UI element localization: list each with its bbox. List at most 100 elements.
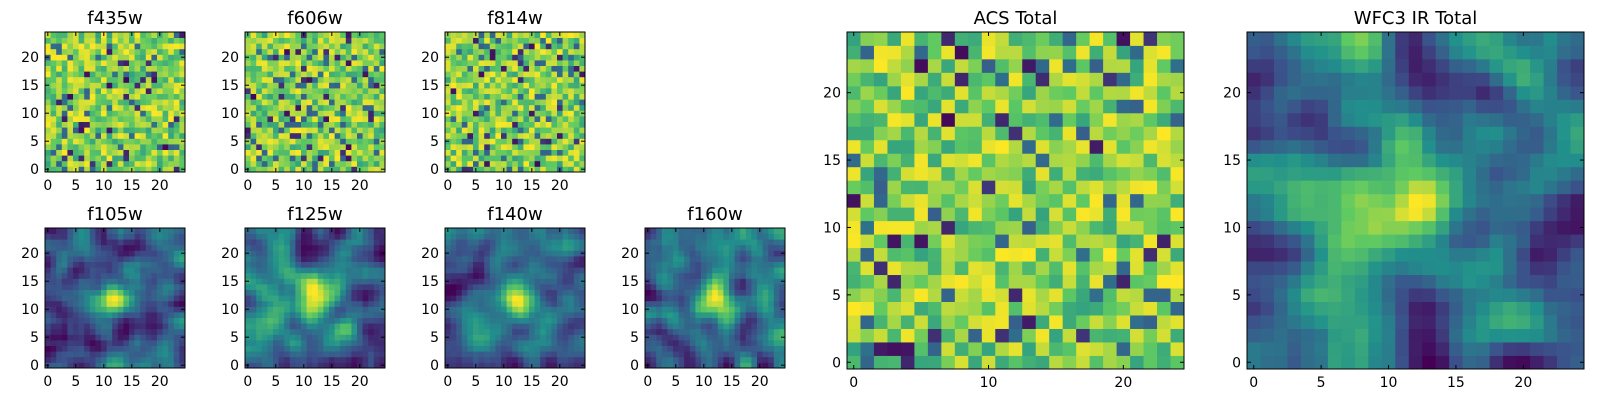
heatmap-cell — [873, 288, 888, 302]
heatmap-cell — [56, 306, 63, 313]
heatmap-cell — [968, 342, 983, 356]
heatmap-cell — [168, 340, 175, 346]
x-tick-label: 20 — [551, 374, 569, 390]
heatmap-cell — [351, 300, 358, 307]
heatmap-cell — [112, 278, 119, 285]
heatmap-cell — [551, 295, 558, 302]
heatmap-cell — [312, 60, 319, 66]
heatmap-cell — [689, 239, 696, 246]
heatmap-cell — [106, 244, 113, 251]
heatmap-cell — [56, 76, 63, 83]
heatmap-cell — [568, 155, 575, 162]
heatmap-cell — [450, 312, 457, 318]
heatmap-cell — [284, 121, 291, 128]
heatmap-cell — [557, 43, 563, 50]
heatmap-cell — [168, 93, 175, 100]
heatmap-cell — [373, 65, 380, 72]
heatmap-cell — [860, 355, 875, 370]
heatmap-cell — [579, 267, 586, 274]
heatmap-cell — [61, 351, 68, 358]
heatmap-cell — [250, 306, 257, 313]
heatmap-cell — [117, 99, 124, 106]
heatmap-cell — [123, 54, 130, 61]
heatmap-cell — [712, 272, 719, 279]
heatmap-cell — [56, 340, 63, 346]
heatmap-cell — [168, 43, 175, 50]
heatmap-cell — [900, 247, 915, 262]
heatmap-cell — [78, 317, 85, 324]
heatmap-cell — [295, 71, 302, 78]
heatmap-cell — [357, 138, 363, 145]
heatmap-cell — [540, 166, 547, 173]
heatmap-cell — [117, 65, 124, 72]
heatmap-cell — [860, 342, 875, 356]
heatmap-cell — [112, 300, 119, 307]
heatmap-cell — [701, 267, 707, 274]
heatmap-cell — [306, 144, 313, 150]
heatmap-cell — [78, 284, 85, 290]
heatmap-cell — [456, 278, 463, 285]
heatmap-cell — [473, 284, 479, 290]
heatmap-cell — [306, 244, 313, 251]
heatmap-cell — [301, 317, 307, 324]
heatmap-cell — [334, 110, 341, 117]
panel-title: f814w — [487, 8, 542, 29]
heatmap-cell — [484, 233, 491, 240]
heatmap-cell — [445, 37, 451, 44]
heatmap-cell — [117, 312, 124, 318]
heatmap-cell — [517, 306, 524, 313]
heatmap-cell — [529, 272, 535, 279]
heatmap-cell — [478, 65, 485, 72]
heatmap-cell — [445, 239, 451, 246]
heatmap-cell — [706, 323, 713, 330]
heatmap-cell — [250, 60, 257, 66]
heatmap-cell — [50, 32, 57, 38]
heatmap-cell — [701, 284, 707, 290]
heatmap-cell — [95, 65, 102, 72]
heatmap-cell — [334, 60, 341, 66]
heatmap-cell — [373, 256, 380, 262]
heatmap-cell — [151, 261, 158, 268]
heatmap-cell — [267, 37, 274, 44]
heatmap-cell — [101, 323, 107, 330]
heatmap-cell — [573, 362, 580, 369]
heatmap-cell — [173, 278, 180, 285]
heatmap-cell — [73, 284, 79, 290]
heatmap-cell — [534, 149, 541, 156]
heatmap-cell — [323, 239, 330, 246]
heatmap-cell — [779, 312, 786, 318]
heatmap-cell — [512, 340, 519, 346]
heatmap-cell — [689, 289, 696, 296]
heatmap-cell — [351, 155, 358, 162]
heatmap-cell — [289, 317, 296, 324]
heatmap-cell — [245, 132, 251, 139]
heatmap-cell — [562, 121, 569, 128]
heatmap-cell — [545, 362, 552, 369]
heatmap-cell — [78, 76, 85, 83]
heatmap-cell — [317, 127, 324, 134]
heatmap-cell — [78, 250, 85, 257]
heatmap-cell — [357, 71, 363, 78]
heatmap-cell — [484, 166, 491, 173]
heatmap-cell — [495, 340, 502, 346]
heatmap-cell — [250, 144, 257, 150]
heatmap-cell — [1130, 234, 1144, 249]
heatmap-cell — [534, 132, 541, 139]
heatmap-cell — [312, 256, 319, 262]
heatmap-cell — [261, 155, 268, 162]
heatmap-cell — [678, 345, 685, 352]
heatmap-cell — [50, 155, 57, 162]
heatmap-cell — [489, 351, 496, 358]
heatmap-cell — [489, 71, 496, 78]
heatmap-cell — [456, 116, 463, 122]
heatmap-cell — [779, 228, 786, 234]
heatmap-cell — [540, 284, 547, 290]
heatmap-cell — [340, 65, 347, 72]
heatmap-cell — [678, 295, 685, 302]
heatmap-cell — [95, 233, 102, 240]
heatmap-cell — [301, 104, 307, 111]
heatmap-cell — [489, 166, 496, 173]
heatmap-cell — [112, 166, 119, 173]
heatmap-cell — [557, 289, 563, 296]
heatmap-cell — [473, 144, 479, 150]
